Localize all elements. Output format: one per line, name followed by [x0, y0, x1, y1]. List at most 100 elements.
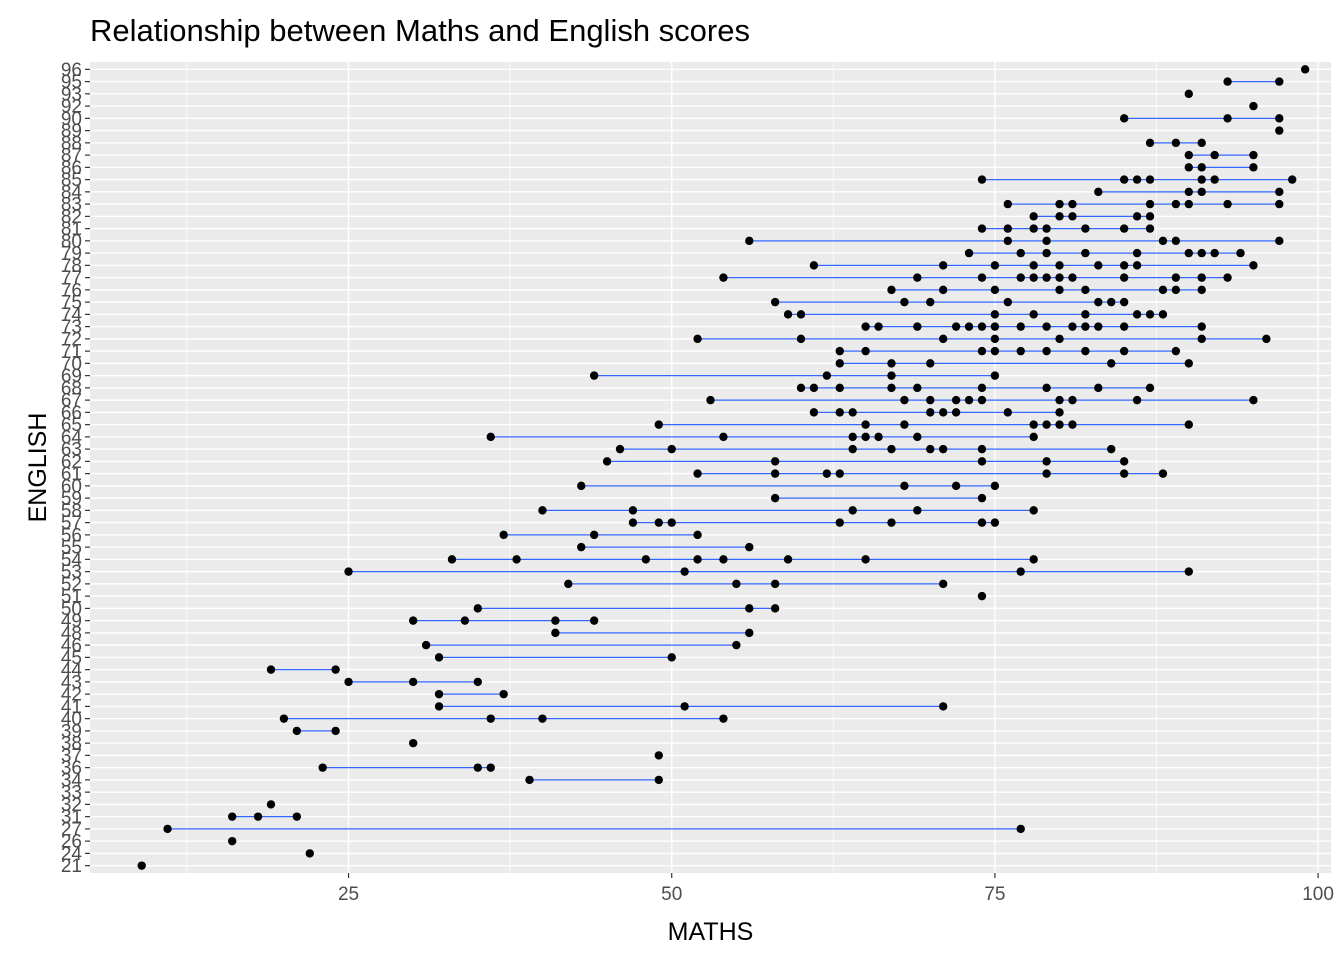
y-tick-label: 95: [61, 72, 82, 93]
data-point: [990, 322, 1000, 331]
data-point: [1275, 77, 1284, 86]
data-point: [861, 346, 870, 356]
data-point: [408, 677, 418, 687]
data-point: [951, 322, 961, 331]
data-point: [1145, 310, 1155, 319]
data-point: [344, 567, 353, 576]
data-point: [1145, 175, 1155, 184]
data-point: [770, 604, 780, 613]
data-point: [990, 518, 1000, 527]
y-tick-label: 92: [61, 97, 82, 118]
data-point: [990, 334, 1000, 344]
data-point: [1275, 187, 1284, 197]
data-point: [835, 359, 844, 368]
data-point: [770, 457, 780, 466]
data-point: [1158, 285, 1168, 295]
data-point: [1171, 273, 1181, 282]
data-point: [654, 775, 663, 785]
grid-minor: [186, 62, 1157, 873]
x-axis-title: MATHS: [668, 918, 754, 946]
data-point: [822, 371, 832, 380]
data-point: [1029, 212, 1038, 221]
data-point: [1042, 383, 1051, 393]
y-tick-label: 58: [61, 501, 82, 522]
data-point: [434, 689, 444, 699]
data-point: [512, 555, 521, 564]
data-point: [887, 444, 896, 454]
y-tick-label: 72: [61, 329, 82, 350]
data-point: [1081, 224, 1090, 233]
chart-title: Relationship between Maths and English s…: [90, 13, 750, 48]
data-point: [292, 812, 302, 821]
data-point: [1249, 395, 1258, 405]
data-point: [783, 555, 793, 564]
data-point: [900, 297, 909, 307]
y-tick-label: 77: [61, 268, 82, 289]
data-point: [977, 493, 987, 503]
y-tick-label: 80: [61, 231, 82, 252]
data-point: [1003, 236, 1013, 246]
y-tick-label: 56: [61, 525, 82, 546]
data-point: [641, 555, 651, 564]
data-point: [887, 518, 896, 527]
data-point: [1016, 248, 1025, 258]
data-point: [654, 751, 663, 760]
data-point: [887, 285, 896, 295]
data-point: [1300, 65, 1310, 74]
data-point: [1184, 187, 1194, 197]
y-tick-label: 93: [61, 84, 82, 105]
data-point: [719, 432, 728, 442]
data-point: [693, 469, 702, 478]
data-point: [951, 395, 961, 405]
data-point: [266, 665, 276, 674]
data-point: [1029, 310, 1038, 319]
y-tick-label: 61: [61, 464, 82, 485]
data-point: [1055, 273, 1064, 282]
y-tick-label: 79: [61, 244, 82, 265]
data-point: [589, 371, 599, 380]
data-point: [835, 346, 844, 356]
y-tick-label: 84: [61, 182, 83, 203]
data-point: [1042, 236, 1051, 246]
y-tick-label: 78: [61, 256, 82, 277]
data-point: [1262, 334, 1271, 344]
y-tick-label: 24: [61, 844, 83, 865]
data-point: [1288, 175, 1297, 184]
data-point: [1197, 248, 1206, 258]
data-point: [938, 261, 948, 270]
data-point: [1119, 224, 1129, 233]
data-point: [1145, 224, 1155, 233]
data-point: [1094, 261, 1103, 270]
data-point: [1223, 114, 1232, 123]
data-point: [745, 604, 754, 613]
data-point: [615, 444, 625, 454]
x-tick-label: 100: [1302, 884, 1334, 905]
data-point: [1042, 273, 1051, 282]
data-point: [654, 420, 663, 429]
data-point: [331, 726, 340, 736]
data-point: [809, 408, 819, 417]
data-point: [809, 261, 819, 270]
data-point: [926, 359, 935, 368]
data-point: [1029, 432, 1038, 442]
data-point: [990, 481, 1000, 491]
data-point: [1249, 101, 1258, 111]
data-point: [163, 824, 172, 834]
data-point: [1029, 273, 1038, 282]
data-point: [861, 555, 870, 564]
data-point: [1003, 408, 1013, 417]
data-point: [1119, 322, 1129, 331]
data-point: [1081, 285, 1090, 295]
data-point: [990, 371, 1000, 380]
data-point: [292, 726, 302, 736]
data-point: [460, 616, 470, 625]
data-point: [473, 763, 483, 772]
data-point: [1184, 163, 1194, 172]
data-point: [809, 383, 819, 393]
y-tick-label: 74: [61, 305, 83, 326]
x-tick-label: 25: [338, 884, 359, 905]
data-point: [1197, 163, 1206, 172]
data-point: [1184, 199, 1194, 209]
data-point: [564, 579, 573, 589]
